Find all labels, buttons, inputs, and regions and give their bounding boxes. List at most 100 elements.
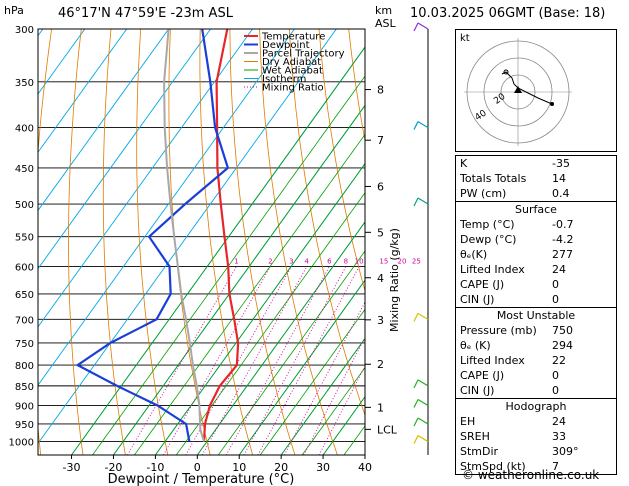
pressure-tick-label: 750 — [15, 339, 34, 350]
wind-barb — [417, 435, 429, 443]
index-label: PW (cm) — [460, 187, 507, 200]
legend-entry: Isotherm — [262, 74, 306, 85]
mu-label: θₑ (K) — [460, 339, 491, 352]
legend-entry: Temperature — [261, 32, 325, 43]
mixing-ratio-line — [185, 266, 292, 455]
wet-adiabat-line — [71, 46, 365, 455]
altitude-tick-label: LCL — [377, 423, 398, 436]
surface-value: 277 — [552, 248, 573, 261]
most-unstable-row: Lifted Index 22 — [456, 353, 616, 368]
most-unstable-row: θₑ (K) 294 — [456, 338, 616, 353]
hodograph-trace — [501, 71, 553, 105]
dry-adiabat-line — [288, 29, 365, 417]
surface-label: Temp (°C) — [460, 218, 515, 231]
hodo-label: StmSpd (kt) — [460, 460, 526, 473]
dry-adiabat-line — [616, 29, 629, 455]
mixing-ratio-label: 1 — [234, 258, 238, 266]
wind-barb — [417, 379, 429, 387]
mu-value: 750 — [552, 324, 573, 337]
altitude-tick-label: 1 — [377, 401, 384, 414]
hodograph-row: StmSpd (kt) 7 — [456, 459, 616, 474]
temperature-tick-label: 0 — [194, 461, 201, 474]
index-row-k: K -35 — [456, 156, 616, 171]
surface-label: Lifted Index — [460, 263, 525, 276]
dry-adiabat-line — [38, 29, 52, 455]
temperature-tick-label: 30 — [316, 461, 330, 474]
surface-label: CIN (J) — [460, 293, 495, 306]
temperature-line — [202, 29, 240, 442]
wet-adiabat-line — [113, 104, 365, 455]
legend-entry: Parcel Trajectory — [262, 49, 345, 60]
km-label: km — [375, 4, 393, 17]
hodograph-ring-label-20: 20 — [492, 92, 507, 107]
dry-adiabat-line — [229, 29, 296, 455]
hodograph-row: SREH 33 — [456, 429, 616, 444]
mu-value: 0 — [552, 369, 559, 382]
dry-adiabat-line — [318, 29, 365, 293]
pressure-tick-label: 550 — [15, 233, 34, 244]
hodograph-row: StmDir 309° — [456, 444, 616, 459]
index-row-pw: PW (cm) 0.4 — [456, 186, 616, 201]
temperature-tick-label: -20 — [104, 461, 122, 474]
asl-label: ASL — [375, 17, 396, 30]
mixing-ratio-line — [283, 301, 365, 455]
pressure-tick-label: 500 — [15, 200, 34, 211]
altitude-tick-label: 3 — [377, 314, 384, 327]
temperature-tick-label: 20 — [274, 461, 288, 474]
mixing-ratio-label: 4 — [305, 258, 310, 266]
hodograph-row: EH 24 — [456, 414, 616, 429]
surface-label: Dewp (°C) — [460, 233, 517, 246]
altitude-tick-label: 7 — [377, 134, 384, 147]
wind-barb — [417, 197, 429, 205]
altitude-tick-label: 4 — [377, 272, 384, 285]
mu-value: 22 — [552, 354, 566, 367]
dry-adiabat-line — [136, 29, 169, 455]
wet-adiabat-line — [175, 192, 365, 455]
dry-adiabat-line — [348, 29, 365, 143]
surface-value: -0.7 — [552, 218, 574, 231]
mixing-ratio-axis-title: Mixing Ratio (g/kg) — [388, 228, 401, 332]
hodograph-unit-label: kt — [460, 33, 470, 44]
pressure-tick-label: 600 — [15, 263, 34, 274]
wind-barb-flag — [413, 399, 419, 408]
pressure-tick-label: 850 — [15, 382, 34, 393]
pressure-tick-label: 450 — [15, 164, 34, 175]
dewpoint-line — [75, 29, 230, 442]
wet-adiabat-line — [322, 396, 365, 455]
x-axis-title: Dewpoint / Temperature (°C) — [108, 472, 295, 486]
dry-adiabat-line — [259, 29, 338, 455]
wet-adiabat-line — [155, 162, 365, 455]
mixing-ratio-line — [127, 266, 237, 455]
pressure-tick-label: 800 — [15, 361, 34, 372]
wind-barb-flag — [413, 313, 419, 322]
mixing-ratio-label: 25 — [412, 258, 421, 266]
isotherm-line — [38, 29, 170, 212]
isotherm-line — [38, 29, 86, 95]
hodo-value: 24 — [552, 415, 566, 428]
surface-row: CAPE (J) 0 — [456, 277, 616, 292]
mu-value: 294 — [552, 339, 573, 352]
surface-row: θₑ(K) 277 — [456, 247, 616, 262]
wind-barb — [417, 22, 429, 30]
parcel-trajectory-line — [163, 29, 205, 442]
hodograph-start-point — [503, 69, 509, 75]
surface-label: θₑ(K) — [460, 248, 488, 261]
wind-barb-flag — [413, 121, 419, 130]
most-unstable-section-title: Most Unstable — [456, 307, 616, 323]
hodo-value: 33 — [552, 430, 566, 443]
hodo-value: 309° — [552, 445, 579, 458]
altitude-tick-label: 8 — [377, 84, 384, 97]
hodo-label: EH — [460, 415, 476, 428]
pressure-tick-label: 950 — [15, 420, 34, 431]
pressure-unit-label: hPa — [4, 4, 24, 17]
index-value: -35 — [552, 157, 570, 170]
wind-barb-flag — [413, 22, 419, 32]
hodograph-box: kt 20 40 — [455, 29, 617, 152]
copyright-footer: © weatheronline.co.uk — [462, 468, 600, 482]
hodo-value: 7 — [552, 460, 559, 473]
wet-adiabat-line — [217, 250, 365, 455]
dry-adiabat-line — [102, 29, 126, 455]
most-unstable-row: CAPE (J) 0 — [456, 368, 616, 383]
surface-value: 24 — [552, 263, 566, 276]
